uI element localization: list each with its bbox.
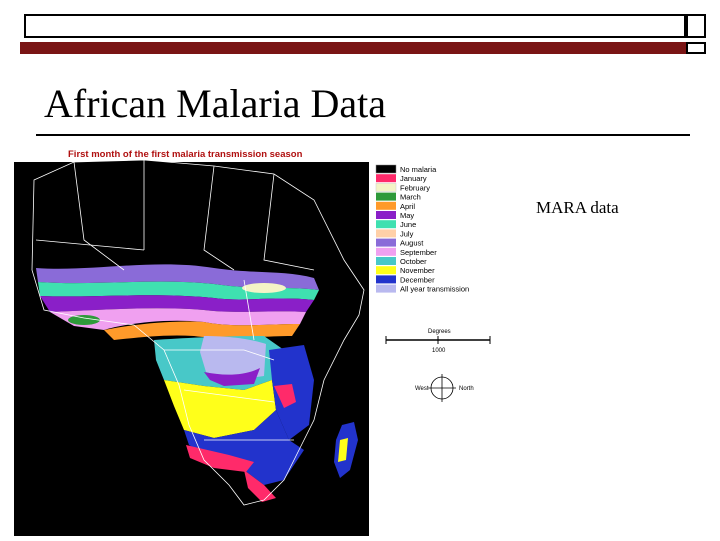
title-rule bbox=[36, 134, 690, 136]
country-borders bbox=[31, 159, 365, 506]
compass-west: West bbox=[415, 386, 429, 392]
legend-swatch bbox=[376, 220, 396, 229]
legend-label: All year transmission bbox=[400, 285, 469, 294]
region-april bbox=[104, 321, 300, 340]
region-january bbox=[186, 445, 254, 472]
legend-item: April bbox=[376, 201, 415, 211]
slide-title: African Malaria Data bbox=[44, 81, 387, 126]
legend-swatch bbox=[376, 229, 396, 238]
compass: West North bbox=[415, 374, 474, 402]
legend-item: September bbox=[376, 247, 437, 257]
decoration-square bbox=[686, 42, 706, 54]
legend-swatch bbox=[376, 238, 396, 247]
legend-swatch bbox=[376, 192, 396, 201]
legend-item: June bbox=[376, 220, 416, 229]
region-june bbox=[38, 281, 319, 300]
legend-swatch bbox=[376, 266, 396, 275]
map-title: First month of the first malaria transmi… bbox=[68, 149, 303, 160]
legend-item: November bbox=[376, 266, 435, 275]
region-december-south bbox=[184, 410, 304, 485]
legend-swatch bbox=[376, 257, 396, 265]
legend-label: September bbox=[400, 248, 437, 257]
legend-item: January bbox=[376, 174, 427, 183]
madagascar-inner bbox=[338, 438, 348, 462]
region-february bbox=[242, 283, 286, 293]
legend-label: June bbox=[400, 220, 416, 229]
scale-label: Degrees bbox=[428, 329, 451, 335]
slide-decoration bbox=[20, 14, 706, 54]
legend-label: November bbox=[400, 266, 435, 275]
decoration-square bbox=[686, 14, 706, 38]
region-january-south bbox=[244, 470, 276, 502]
legend-item: May bbox=[376, 211, 414, 220]
legend-swatch bbox=[376, 275, 396, 284]
legend-label: February bbox=[400, 183, 430, 192]
map-legend: No malaria January February March April … bbox=[375, 164, 469, 294]
legend-swatch bbox=[376, 201, 396, 210]
region-november bbox=[164, 380, 276, 438]
legend-label: October bbox=[400, 257, 427, 266]
legend-item: No malaria bbox=[375, 164, 437, 174]
legend-item: August bbox=[376, 238, 424, 248]
legend-item: October bbox=[376, 257, 427, 266]
map-figure: First month of the first malaria transmi… bbox=[14, 149, 491, 536]
region-all-year bbox=[200, 336, 266, 380]
region-may-central bbox=[204, 368, 260, 386]
legend-item: All year transmission bbox=[376, 284, 469, 294]
decoration-outline bbox=[24, 14, 686, 38]
compass-north: North bbox=[459, 386, 474, 392]
legend-item: July bbox=[376, 229, 414, 238]
legend-item: February bbox=[375, 183, 430, 192]
scale-bar: Degrees 1000 bbox=[385, 329, 491, 354]
legend-swatch bbox=[376, 174, 396, 183]
legend-label: April bbox=[400, 202, 415, 211]
legend-item: December bbox=[376, 275, 435, 284]
legend-swatch bbox=[376, 247, 396, 256]
decoration-maroon-bar bbox=[20, 42, 706, 54]
legend-label: August bbox=[400, 239, 424, 248]
legend-label: January bbox=[400, 174, 427, 183]
legend-item: March bbox=[376, 192, 421, 202]
legend-swatch bbox=[375, 164, 397, 174]
region-may bbox=[40, 295, 314, 312]
legend-label: July bbox=[400, 229, 414, 238]
legend-swatch bbox=[376, 211, 396, 219]
legend-label: March bbox=[400, 193, 421, 202]
legend-label: No malaria bbox=[400, 165, 437, 174]
legend-label: December bbox=[400, 275, 435, 284]
map-caption: MARA data bbox=[536, 198, 619, 217]
scale-value: 1000 bbox=[432, 348, 446, 354]
region-march bbox=[68, 315, 100, 325]
region-january-east bbox=[274, 384, 296, 408]
legend-swatch bbox=[376, 284, 396, 293]
legend-label: May bbox=[400, 211, 414, 220]
legend-swatch bbox=[375, 183, 397, 192]
malaria-map: First month of the first malaria transmi… bbox=[14, 140, 494, 536]
region-september bbox=[50, 308, 306, 330]
region-august bbox=[36, 264, 319, 290]
